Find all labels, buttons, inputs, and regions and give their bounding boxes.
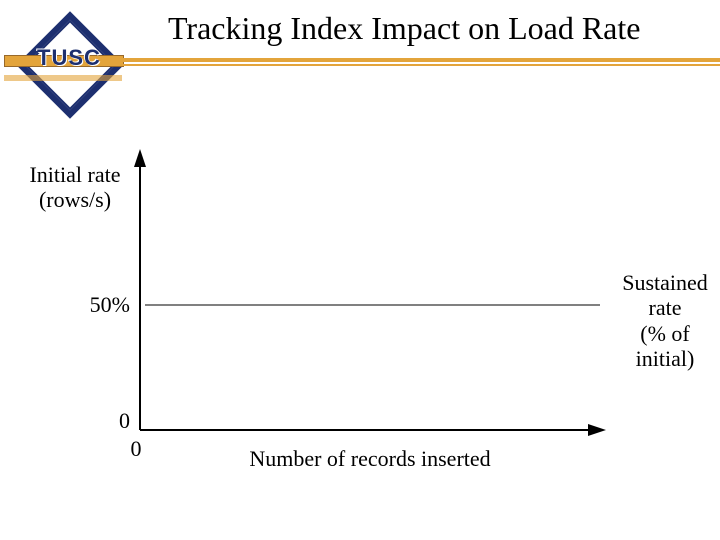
chart-area: Initial rate (rows/s) 50% 0 0 Number of … — [0, 120, 720, 500]
sustained-rate-label-line1: Sustained — [622, 270, 708, 295]
tusc-logo: TUSC — [10, 5, 130, 125]
y-axis-label-top-line1: Initial rate — [29, 162, 120, 187]
sustained-rate-label: Sustained rate (% of initial) — [610, 270, 720, 371]
slide-title: Tracking Index Impact on Load Rate — [168, 10, 640, 47]
slide-canvas: TUSC Tracking Index Impact on Load Rate … — [0, 0, 720, 540]
sustained-rate-label-line2: rate — [649, 295, 682, 320]
title-underline-thick — [120, 58, 720, 62]
x-origin-label: 0 — [116, 436, 156, 461]
x-axis-label: Number of records inserted — [220, 446, 520, 471]
y-axis-label-top: Initial rate (rows/s) — [20, 162, 130, 213]
logo-text: TUSC — [10, 45, 128, 71]
sustained-rate-label-line3: (% of initial) — [636, 321, 695, 371]
logo-bar-shadow — [4, 75, 122, 81]
y-tick-0: 0 — [60, 408, 130, 433]
y-axis-label-top-line2: (rows/s) — [39, 187, 111, 212]
title-underline-thin — [120, 64, 720, 66]
title-underline — [120, 58, 720, 68]
y-tick-50pct: 50% — [60, 292, 130, 317]
